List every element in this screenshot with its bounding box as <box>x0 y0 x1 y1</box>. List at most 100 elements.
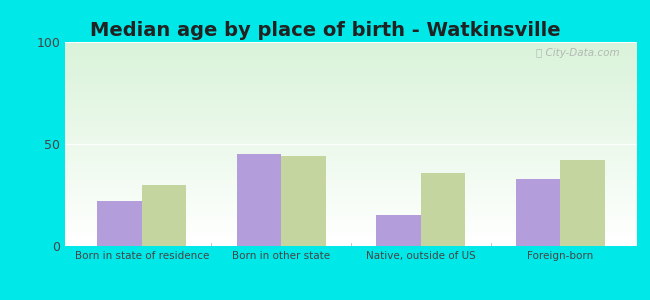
Bar <box>65 237 637 238</box>
Bar <box>142 185 187 246</box>
Bar <box>65 108 637 109</box>
Bar <box>65 177 637 178</box>
Bar <box>65 92 637 93</box>
Bar <box>65 233 637 234</box>
Bar <box>65 161 637 162</box>
Bar <box>65 81 637 82</box>
Bar <box>65 68 637 70</box>
Bar <box>65 218 637 220</box>
Bar <box>65 80 637 81</box>
Bar <box>65 184 637 185</box>
Bar <box>65 143 637 144</box>
Bar <box>65 128 637 129</box>
Bar <box>65 174 637 175</box>
Bar <box>65 235 637 236</box>
Bar <box>65 94 637 95</box>
Bar <box>65 99 637 100</box>
Bar <box>65 50 637 51</box>
Bar <box>65 155 637 156</box>
Bar <box>65 169 637 170</box>
Bar <box>65 140 637 141</box>
Bar <box>65 62 637 63</box>
Bar <box>65 138 637 139</box>
Bar <box>65 179 637 180</box>
Bar <box>65 137 637 138</box>
Bar <box>65 110 637 111</box>
Bar <box>65 129 637 130</box>
Bar <box>65 164 637 165</box>
Bar <box>65 147 637 148</box>
Bar <box>65 98 637 99</box>
Bar <box>65 90 637 91</box>
Bar <box>65 241 637 242</box>
Bar <box>65 152 637 153</box>
Bar <box>65 203 637 204</box>
Bar <box>65 186 637 187</box>
Bar <box>65 102 637 103</box>
Bar <box>65 191 637 192</box>
Bar <box>65 126 637 127</box>
Bar <box>65 53 637 54</box>
Bar <box>65 176 637 177</box>
Bar <box>65 165 637 166</box>
Bar <box>65 150 637 151</box>
Bar <box>65 91 637 92</box>
Bar <box>65 196 637 197</box>
Bar <box>65 144 637 145</box>
Bar <box>237 154 281 246</box>
Bar <box>65 162 637 164</box>
Bar <box>65 167 637 169</box>
Bar <box>65 61 637 62</box>
Bar <box>65 183 637 184</box>
Bar <box>65 172 637 174</box>
Bar <box>65 151 637 152</box>
Bar <box>65 197 637 198</box>
Bar <box>97 201 142 246</box>
Bar <box>65 232 637 233</box>
Bar <box>65 223 637 224</box>
Bar <box>65 181 637 182</box>
Bar <box>65 132 637 133</box>
Bar <box>560 160 605 246</box>
Bar <box>65 64 637 65</box>
Bar <box>65 215 637 216</box>
Bar <box>65 49 637 50</box>
Bar <box>65 72 637 73</box>
Bar <box>65 46 637 47</box>
Bar <box>65 158 637 159</box>
Bar <box>65 206 637 207</box>
Bar <box>65 101 637 102</box>
Bar <box>65 209 637 210</box>
Bar <box>65 201 637 202</box>
Bar <box>65 199 637 200</box>
Bar <box>65 70 637 72</box>
Bar <box>65 97 637 98</box>
Bar <box>65 124 637 126</box>
Bar <box>65 107 637 108</box>
Bar <box>65 211 637 212</box>
Bar <box>65 212 637 213</box>
Bar <box>65 42 637 43</box>
Bar <box>65 234 637 235</box>
Bar <box>65 160 637 161</box>
Bar <box>65 119 637 121</box>
Bar <box>65 130 637 131</box>
Bar <box>65 198 637 199</box>
Bar <box>65 170 637 172</box>
Bar <box>65 54 637 55</box>
Bar <box>65 195 637 196</box>
Bar <box>65 77 637 78</box>
Bar <box>65 52 637 53</box>
Bar <box>65 134 637 135</box>
Bar <box>65 213 637 214</box>
Bar <box>65 121 637 122</box>
Bar <box>376 215 421 246</box>
Bar <box>515 179 560 246</box>
Bar <box>65 84 637 85</box>
Bar <box>65 190 637 191</box>
Bar <box>65 243 637 244</box>
Bar <box>65 104 637 105</box>
Bar <box>65 118 637 119</box>
Bar <box>65 145 637 146</box>
Bar <box>65 221 637 223</box>
